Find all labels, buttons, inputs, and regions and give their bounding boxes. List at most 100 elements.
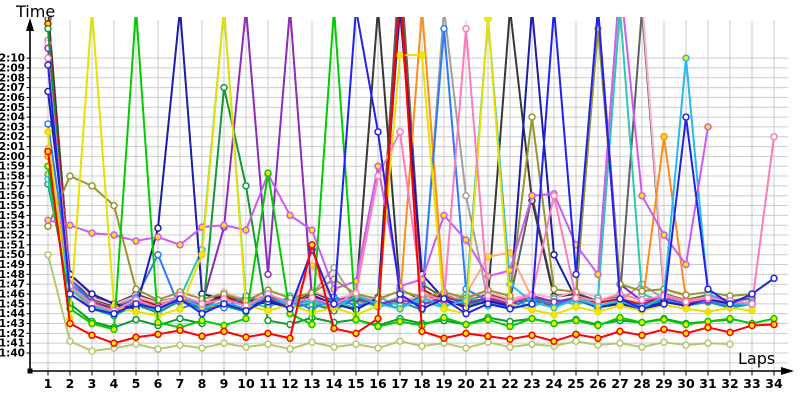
lap-marker[interactable] (66, 290, 74, 298)
lap-marker[interactable] (308, 338, 316, 346)
lap-marker[interactable] (484, 300, 492, 308)
lap-marker[interactable] (726, 300, 734, 308)
lap-marker[interactable] (286, 305, 294, 313)
lap-marker[interactable] (198, 332, 206, 341)
lap-marker[interactable] (44, 216, 52, 225)
lap-marker[interactable] (264, 316, 272, 325)
lap-marker[interactable] (110, 201, 118, 210)
lap-marker[interactable] (286, 334, 294, 343)
lap-marker[interactable] (770, 314, 778, 323)
lap-marker[interactable] (572, 294, 580, 302)
lap-marker[interactable] (418, 327, 426, 336)
lap-marker[interactable] (594, 270, 602, 279)
lap-marker[interactable] (44, 120, 52, 128)
lap-marker[interactable] (704, 123, 712, 131)
lap-marker[interactable] (352, 329, 360, 338)
lap-marker[interactable] (770, 320, 778, 329)
lap-marker[interactable] (550, 285, 558, 293)
lap-marker[interactable] (572, 330, 580, 339)
lap-marker[interactable] (638, 296, 646, 304)
lap-marker[interactable] (748, 290, 756, 298)
lap-marker[interactable] (88, 347, 96, 355)
lap-marker[interactable] (176, 295, 184, 303)
lap-marker[interactable] (374, 128, 382, 136)
lap-marker[interactable] (308, 294, 316, 302)
lap-marker[interactable] (726, 340, 734, 348)
lap-marker[interactable] (374, 344, 382, 352)
lap-marker[interactable] (331, 6, 337, 12)
lap-marker[interactable] (726, 328, 734, 337)
lap-marker[interactable] (748, 300, 756, 308)
lap-marker[interactable] (396, 128, 404, 136)
lap-marker[interactable] (396, 290, 404, 298)
lap-marker[interactable] (506, 298, 514, 306)
lap-marker[interactable] (198, 300, 206, 308)
lap-marker[interactable] (374, 322, 382, 331)
lap-marker[interactable] (528, 314, 536, 323)
lap-marker[interactable] (176, 314, 184, 323)
lap-marker[interactable] (242, 182, 250, 190)
lap-marker[interactable] (154, 305, 162, 313)
series-line[interactable] (47, 27, 775, 312)
lap-marker[interactable] (132, 340, 140, 348)
series-s4[interactable] (44, 250, 734, 355)
lap-marker[interactable] (572, 316, 580, 325)
lap-marker[interactable] (704, 339, 712, 347)
lap-marker[interactable] (462, 236, 470, 244)
lap-marker[interactable] (682, 320, 690, 329)
lap-marker[interactable] (88, 182, 96, 190)
lap-marker[interactable] (287, 6, 293, 12)
lap-marker[interactable] (418, 342, 426, 350)
lap-marker[interactable] (132, 333, 140, 342)
lap-marker[interactable] (704, 294, 712, 302)
lap-marker[interactable] (220, 321, 228, 330)
lap-marker[interactable] (220, 327, 228, 336)
lap-marker[interactable] (639, 6, 645, 12)
lap-marker[interactable] (44, 54, 52, 62)
lap-marker[interactable] (177, 6, 183, 12)
lap-marker[interactable] (375, 6, 381, 12)
lap-marker[interactable] (594, 341, 602, 349)
lap-marker[interactable] (506, 343, 514, 351)
lap-marker[interactable] (154, 224, 162, 232)
lap-marker[interactable] (440, 211, 448, 220)
lap-marker[interactable] (506, 322, 514, 331)
lap-marker[interactable] (572, 337, 580, 345)
lap-marker[interactable] (418, 51, 426, 59)
lap-marker[interactable] (682, 298, 690, 306)
lap-marker[interactable] (484, 16, 492, 23)
lap-marker[interactable] (616, 339, 624, 347)
lap-marker[interactable] (132, 307, 140, 316)
lap-marker[interactable] (132, 285, 140, 293)
series-s5[interactable] (44, 6, 756, 323)
lap-marker[interactable] (462, 309, 470, 318)
lap-marker[interactable] (132, 300, 140, 308)
lap-marker[interactable] (264, 329, 272, 338)
lap-marker[interactable] (660, 338, 668, 346)
lap-marker[interactable] (507, 6, 513, 12)
lap-marker[interactable] (462, 344, 470, 352)
lap-marker[interactable] (484, 332, 492, 341)
lap-marker[interactable] (198, 344, 206, 352)
lap-marker[interactable] (550, 298, 558, 306)
lap-marker[interactable] (243, 6, 249, 12)
lap-marker[interactable] (484, 338, 492, 346)
lap-marker[interactable] (44, 222, 52, 230)
lap-marker[interactable] (682, 305, 690, 313)
lap-marker[interactable] (638, 305, 646, 313)
lap-marker[interactable] (44, 61, 52, 69)
lap-marker[interactable] (374, 172, 382, 180)
lap-marker[interactable] (286, 345, 294, 353)
lap-marker[interactable] (550, 191, 558, 200)
lap-marker[interactable] (198, 309, 206, 318)
lap-marker[interactable] (110, 231, 118, 239)
lap-marker[interactable] (660, 132, 668, 141)
lap-marker[interactable] (617, 6, 623, 12)
lap-marker[interactable] (770, 132, 778, 141)
lap-marker[interactable] (704, 317, 712, 326)
lap-marker[interactable] (221, 6, 227, 12)
lap-marker[interactable] (330, 324, 338, 333)
lap-marker[interactable] (264, 295, 272, 303)
lap-marker[interactable] (132, 237, 140, 245)
lap-marker[interactable] (154, 318, 162, 327)
